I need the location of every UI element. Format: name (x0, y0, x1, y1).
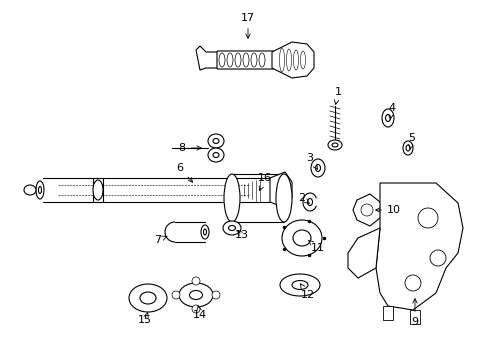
Text: 17: 17 (241, 13, 255, 38)
Ellipse shape (179, 283, 213, 307)
Ellipse shape (24, 185, 36, 195)
Ellipse shape (405, 145, 409, 151)
Circle shape (360, 204, 372, 216)
Circle shape (192, 277, 200, 285)
Circle shape (417, 208, 437, 228)
Text: 14: 14 (193, 306, 206, 320)
Ellipse shape (307, 198, 312, 206)
Text: 15: 15 (138, 312, 152, 325)
Ellipse shape (327, 140, 341, 150)
Text: 16: 16 (258, 173, 271, 190)
Text: 6: 6 (176, 163, 192, 182)
Ellipse shape (207, 148, 224, 162)
Ellipse shape (385, 114, 390, 122)
Ellipse shape (280, 274, 319, 296)
Polygon shape (375, 183, 462, 310)
Text: 11: 11 (307, 240, 325, 253)
Ellipse shape (39, 186, 41, 194)
Polygon shape (196, 46, 218, 70)
Circle shape (404, 275, 420, 291)
Polygon shape (347, 228, 379, 278)
Ellipse shape (140, 292, 156, 304)
Polygon shape (269, 172, 291, 208)
Ellipse shape (189, 291, 202, 300)
Circle shape (212, 291, 220, 299)
Ellipse shape (129, 284, 167, 312)
Text: 9: 9 (410, 299, 418, 327)
Text: 8: 8 (178, 143, 201, 153)
Polygon shape (271, 42, 313, 78)
Ellipse shape (203, 229, 206, 235)
Ellipse shape (224, 174, 240, 222)
Ellipse shape (201, 225, 208, 239)
Ellipse shape (315, 165, 320, 171)
FancyBboxPatch shape (217, 51, 273, 69)
Text: 7: 7 (154, 235, 166, 245)
Circle shape (429, 250, 445, 266)
Ellipse shape (291, 280, 307, 289)
Ellipse shape (381, 109, 393, 127)
Text: 1: 1 (334, 87, 341, 104)
Ellipse shape (213, 153, 219, 158)
Circle shape (192, 305, 200, 313)
Polygon shape (352, 194, 382, 226)
Ellipse shape (207, 134, 224, 148)
Bar (409, 310, 419, 324)
Ellipse shape (223, 221, 241, 235)
Ellipse shape (402, 141, 412, 155)
Ellipse shape (228, 225, 235, 230)
Ellipse shape (310, 159, 325, 177)
Ellipse shape (282, 220, 321, 256)
Text: 5: 5 (407, 133, 415, 149)
Circle shape (172, 291, 180, 299)
Ellipse shape (292, 230, 310, 246)
Ellipse shape (93, 180, 103, 200)
Text: 2: 2 (298, 193, 308, 203)
Ellipse shape (331, 143, 337, 147)
Bar (382, 306, 392, 320)
Ellipse shape (213, 139, 219, 144)
Text: 3: 3 (306, 153, 317, 169)
Ellipse shape (275, 174, 291, 222)
Text: 4: 4 (387, 103, 395, 119)
Text: 13: 13 (235, 230, 248, 240)
Text: 12: 12 (300, 284, 314, 300)
Ellipse shape (36, 181, 44, 199)
Text: 10: 10 (375, 205, 400, 215)
